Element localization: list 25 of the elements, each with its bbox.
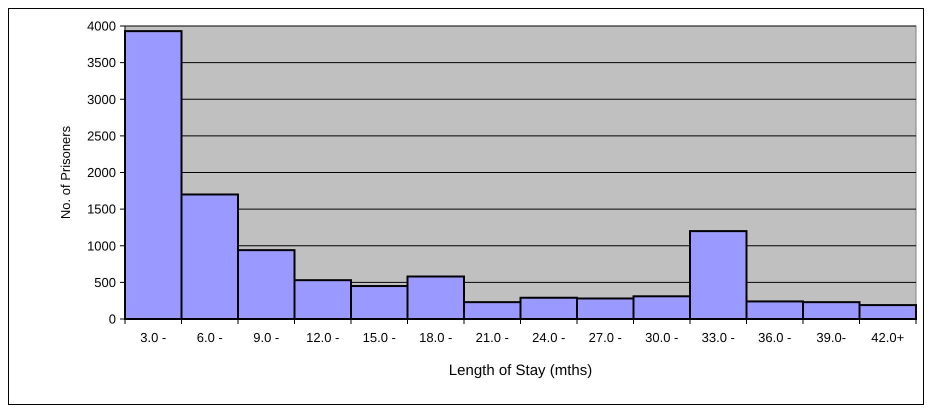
x-tick-label: 9.0 - [253, 330, 280, 345]
x-tick-label: 3.0 - [140, 330, 166, 345]
x-tick-label: 21.0 - [476, 330, 509, 345]
x-tick-label: 36.0 - [758, 330, 792, 345]
x-tick-label: 27.0 - [588, 330, 622, 345]
y-tick-label: 500 [94, 274, 116, 290]
x-tick-label: 24.0 - [532, 330, 566, 345]
x-tick-label: 39.0- [816, 330, 846, 345]
y-tick-label: 2000 [87, 165, 116, 180]
y-tick-label: 3000 [87, 92, 116, 107]
y-tick-label: 1000 [87, 238, 116, 254]
y-tick-label: 1500 [87, 202, 116, 217]
x-tick-label: 12.0 - [306, 330, 340, 345]
y-tick-label: 3500 [87, 55, 116, 70]
x-tick-label: 18.0 - [419, 330, 452, 345]
x-tick-label: 42.0+ [871, 330, 904, 345]
x-tick-label: 33.0 - [702, 330, 735, 345]
y-tick-label: 0 [108, 312, 116, 327]
y-axis-title: No. of Prisoners [58, 125, 73, 220]
x-tick-label: 30.0 - [645, 330, 678, 345]
x-axis-title: Length of Stay (mths) [448, 362, 592, 379]
x-tick-label: 6.0 - [196, 330, 223, 345]
x-tick-label: 15.0 - [362, 330, 396, 345]
y-tick-label: 2500 [87, 128, 116, 144]
y-tick-label: 4000 [87, 18, 116, 34]
